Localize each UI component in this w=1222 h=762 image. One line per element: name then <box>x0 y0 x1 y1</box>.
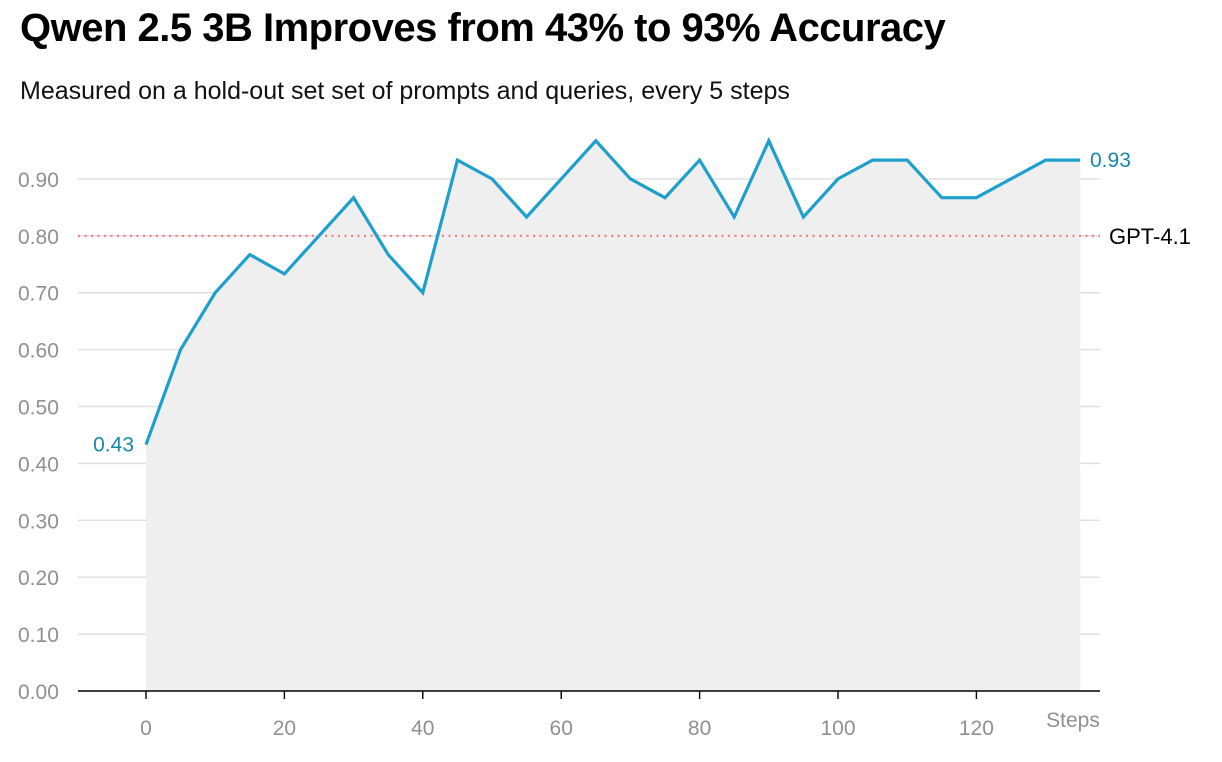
x-tick-label: 80 <box>688 717 711 740</box>
x-tick-label: 60 <box>550 717 573 740</box>
y-tick-label: 0.90 <box>18 169 59 192</box>
x-tick-label: 120 <box>959 717 994 740</box>
series-line <box>144 136 1081 446</box>
end-value-label: 0.93 <box>1090 149 1131 172</box>
x-axis-ticks: 0 20 40 60 80 100 120 <box>140 717 994 740</box>
y-tick-label: 0.80 <box>18 226 59 249</box>
reference-line-label: GPT-4.1 <box>1109 224 1191 249</box>
y-tick-label: 0.50 <box>18 397 59 420</box>
x-tick-label: 40 <box>411 717 434 740</box>
chart-subtitle: Measured on a hold-out set set of prompt… <box>20 77 790 105</box>
x-tick-label: 20 <box>273 717 296 740</box>
reference-lines: GPT-4.1 <box>78 224 1191 249</box>
y-tick-label: 0.10 <box>18 624 59 647</box>
y-tick-label: 0.60 <box>18 340 59 363</box>
area-fill <box>146 140 1081 692</box>
x-tick-label: 100 <box>820 717 855 740</box>
y-tick-label: 0.70 <box>18 283 59 306</box>
y-tick-label: 0.00 <box>18 681 59 704</box>
start-value-label: 0.43 <box>93 434 134 457</box>
x-tick-label: 0 <box>140 717 152 740</box>
y-tick-label: 0.20 <box>18 567 59 590</box>
chart-title: Qwen 2.5 3B Improves from 43% to 93% Acc… <box>20 6 946 50</box>
x-axis <box>78 690 1100 699</box>
y-tick-label: 0.30 <box>18 510 59 533</box>
y-axis-ticks: 0.00 0.10 0.20 0.30 0.40 0.50 0.60 0.70 0.80 0.90 <box>18 169 59 704</box>
y-tick-label: 0.40 <box>18 453 59 476</box>
x-axis-label: Steps <box>1046 709 1100 732</box>
